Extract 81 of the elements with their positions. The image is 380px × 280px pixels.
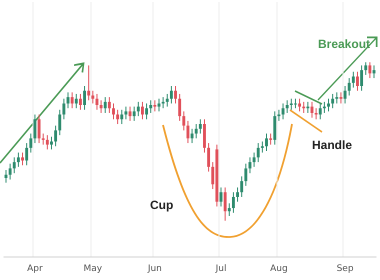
candlestick <box>220 186 222 207</box>
x-tick-label: Apr <box>27 264 44 274</box>
candlestick <box>282 102 284 120</box>
candlestick <box>100 100 103 114</box>
candlestick <box>83 86 86 110</box>
candlestick <box>277 109 280 122</box>
candlestick <box>170 86 173 104</box>
candlestick <box>248 156 252 174</box>
candlestick <box>141 101 144 120</box>
candlestick <box>62 98 66 120</box>
candlestick <box>327 98 330 112</box>
candlestick <box>112 102 115 120</box>
candlestick <box>128 106 132 122</box>
candlestick <box>240 176 244 198</box>
candlestick <box>360 64 364 92</box>
candlestick <box>339 92 342 104</box>
candlestick <box>372 64 376 79</box>
candlestick <box>190 128 194 144</box>
text: Breakout <box>318 37 370 51</box>
candlestick <box>16 152 20 168</box>
candlestick <box>224 186 227 222</box>
candlestick <box>331 93 334 109</box>
candlestick <box>306 101 310 114</box>
candlestick <box>74 93 78 109</box>
candlestick <box>66 92 70 109</box>
x-tick-label: Aug <box>270 264 288 274</box>
candlestick <box>50 136 53 150</box>
candlestick <box>21 152 24 166</box>
candlestick <box>178 93 182 122</box>
candlestick <box>162 96 165 109</box>
candlestick <box>186 120 190 144</box>
candlestick <box>290 98 293 110</box>
candlestick <box>96 93 98 110</box>
candlestick <box>265 133 268 152</box>
candlestick <box>38 114 41 144</box>
x-tick-label: May <box>84 264 103 274</box>
candlestick <box>153 100 156 112</box>
candlestick <box>203 118 206 154</box>
candlestick <box>322 101 326 114</box>
candlestick <box>368 62 372 79</box>
annotation: Cup <box>150 198 174 212</box>
candlestick <box>356 71 359 92</box>
candlestick <box>4 170 8 184</box>
candlestick <box>198 118 202 134</box>
candlestick <box>108 96 111 114</box>
candlestick <box>8 163 12 180</box>
candlestick <box>136 101 140 117</box>
candlestick <box>25 142 28 166</box>
candlestick <box>310 101 314 118</box>
x-tick-label: Jun <box>146 264 162 274</box>
candlestick <box>244 163 248 186</box>
candlestick <box>352 71 355 88</box>
candlestick <box>174 86 177 104</box>
candlestick <box>116 109 120 125</box>
candlestick <box>269 133 272 146</box>
candlestick <box>124 106 128 120</box>
candlestick <box>54 125 58 147</box>
candlestick <box>294 98 297 109</box>
candlestick <box>70 92 74 109</box>
candlestick <box>260 140 264 154</box>
candlestick <box>132 106 136 122</box>
annotation: Handle <box>312 138 352 152</box>
candlestick <box>286 100 289 114</box>
candlestick <box>46 134 49 150</box>
candlestick <box>158 98 160 112</box>
x-tick-label: Jul <box>214 264 226 274</box>
candlestick <box>298 98 302 112</box>
candlestick <box>87 64 90 101</box>
candlestick <box>145 102 148 120</box>
candlestick <box>78 93 82 110</box>
candlestick <box>91 90 94 104</box>
candlestick <box>314 108 318 120</box>
candlestick <box>232 192 235 214</box>
candlestick <box>166 93 169 108</box>
candlestick <box>344 86 347 104</box>
x-tick-label: Sep <box>336 264 354 274</box>
candlestick <box>252 152 256 168</box>
candlestick <box>207 142 210 172</box>
candlestick <box>236 186 239 202</box>
candlestick <box>33 114 36 144</box>
candlestick <box>120 109 124 125</box>
